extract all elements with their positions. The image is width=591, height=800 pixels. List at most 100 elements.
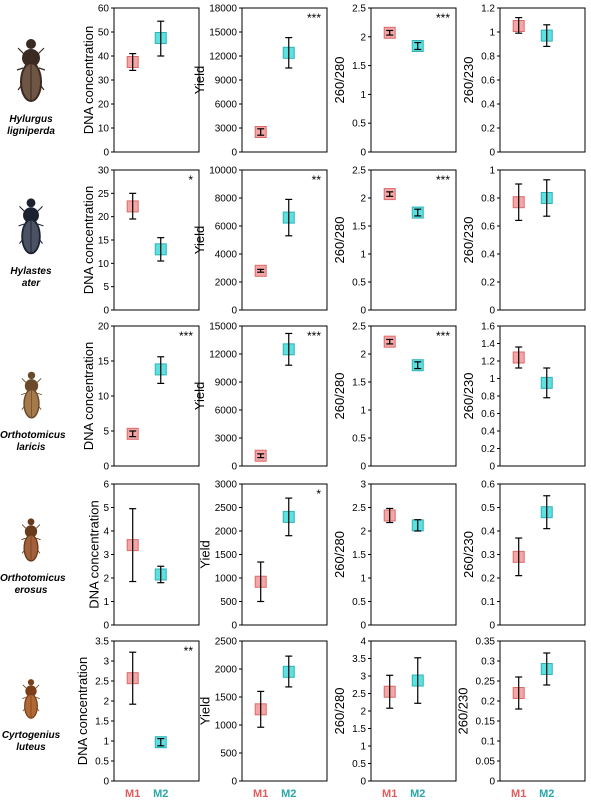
y-tick-label: 0.25 <box>476 677 496 688</box>
y-tick-label: 1.5 <box>352 378 366 389</box>
species-epithet: luteus <box>16 742 46 753</box>
beetle-brown-icon <box>20 371 42 419</box>
significance-marker: *** <box>307 329 321 343</box>
y-tick-label: 4000 <box>215 250 238 261</box>
y-axis-label: 260/230 <box>461 373 476 420</box>
y-tick-label: 30 <box>98 76 110 87</box>
plot-frame <box>241 483 328 626</box>
y-tick-label: 2000 <box>215 278 238 289</box>
y-tick-label: 6000 <box>215 100 238 111</box>
panel-r3-c3: 0 0.1 0.2 0.3 0.4 0.5 0.6 260/230 <box>461 480 586 632</box>
y-tick-label: 0.4 <box>481 250 495 261</box>
y-tick-label: 1.4 <box>481 339 495 350</box>
y-tick-label: 3000 <box>215 124 238 135</box>
plot-frame <box>113 640 200 782</box>
y-tick-label: 15 <box>98 357 110 368</box>
y-tick-label: 1.2 <box>481 357 495 368</box>
y-tick-label: 1000 <box>215 721 238 732</box>
y-tick-label: 2 <box>360 350 366 361</box>
y-tick-label: 9000 <box>215 76 238 87</box>
y-tick-label: 20 <box>98 100 110 111</box>
plot-frame <box>241 640 328 782</box>
y-tick-label: 5 <box>103 427 109 438</box>
plot-frame <box>113 325 200 467</box>
y-tick-label: 0.4 <box>481 427 495 438</box>
y-tick-label: 10 <box>98 392 110 403</box>
plot-frame <box>241 169 328 311</box>
y-tick-label: 10000 <box>209 166 237 177</box>
y-tick-label: 40 <box>98 52 110 63</box>
significance-marker: *** <box>436 173 450 187</box>
panel-r1-c2: 0 0.5 1 1.5 2 2.5 260/280 *** <box>332 166 457 317</box>
y-tick-label: 50 <box>98 28 110 39</box>
y-tick-label: 3000 <box>215 434 238 445</box>
y-tick-label: 0.2 <box>481 697 495 708</box>
y-tick-label: 1.5 <box>352 61 366 72</box>
y-tick-label: 0.6 <box>481 409 495 420</box>
y-tick-label: 0.5 <box>352 434 366 445</box>
y-tick-label: 1.6 <box>481 322 495 333</box>
y-tick-label: 0.5 <box>352 597 366 608</box>
y-tick-label: 4 <box>360 637 366 648</box>
y-tick-label: 0 <box>103 621 109 632</box>
y-tick-label: 0 <box>360 777 366 788</box>
x-category-label-m1: M1 <box>382 788 397 800</box>
y-tick-label: 2.5 <box>352 4 366 15</box>
y-tick-label: 0 <box>360 621 366 632</box>
y-tick-label: 6000 <box>215 406 238 417</box>
y-tick-label: 4 <box>103 527 109 538</box>
y-tick-label: 0 <box>489 462 495 473</box>
plot-frame <box>113 483 200 626</box>
y-tick-label: 0.1 <box>481 597 495 608</box>
y-tick-label: 1 <box>489 166 495 177</box>
species-label: Orthotomicus erosus <box>0 515 66 597</box>
y-axis-label: Yield <box>192 382 207 410</box>
y-axis-label: 260/280 <box>332 57 347 104</box>
y-tick-label: 2500 <box>215 503 238 514</box>
x-category-label-m2: M2 <box>281 788 296 800</box>
y-axis-label: 260/280 <box>332 688 347 735</box>
y-tick-label: 20 <box>98 322 110 333</box>
y-axis-label: 260/230 <box>456 688 471 735</box>
panel-r3-c2: 0 0.5 1 1.5 2 2.5 3 260/280 <box>332 480 457 632</box>
y-tick-label: 3.5 <box>95 637 109 648</box>
y-tick-label: 0 <box>489 621 495 632</box>
y-axis-label: Yield <box>192 66 207 94</box>
species-genus: Orthotomicus <box>0 573 66 584</box>
x-category-label-m1: M1 <box>125 788 140 800</box>
y-tick-label: 2.5 <box>352 166 366 177</box>
y-axis-label: 260/230 <box>461 531 476 578</box>
x-category-label-m2: M2 <box>153 788 168 800</box>
y-tick-label: 9000 <box>215 378 238 389</box>
panel-r4-c0: 0 0.5 1 1.5 2 2.5 3 3.5 DNA concentration ** <box>75 637 200 788</box>
plot-frame <box>113 7 200 153</box>
y-tick-label: 3000 <box>215 480 238 491</box>
panel-r2-c1: 0 3000 6000 9000 12000 15000 Yield *** <box>192 322 328 473</box>
y-tick-label: 1 <box>360 250 366 261</box>
panel-r0-c2: 0 0.5 1 1.5 2 2.5 260/280 *** <box>332 4 457 159</box>
y-axis-label: 260/230 <box>461 57 476 104</box>
species-epithet: erosus <box>14 585 48 596</box>
y-tick-label: 3 <box>360 480 366 491</box>
y-tick-label: 0.05 <box>476 757 496 768</box>
y-tick-label: 60 <box>98 4 110 15</box>
y-tick-label: 15000 <box>209 28 237 39</box>
species-genus: Hylastes <box>10 266 52 277</box>
x-category-label-m1: M1 <box>511 788 526 800</box>
beetle-dark-icon <box>16 39 46 102</box>
significance-marker: * <box>188 173 193 187</box>
y-tick-label: 0 <box>103 777 109 788</box>
panel-r2-c2: 0 0.5 1 1.5 2 2.5 260/280 *** <box>332 322 457 473</box>
plot-frame <box>370 7 457 153</box>
y-tick-label: 1.5 <box>352 222 366 233</box>
y-tick-label: 3 <box>360 672 366 683</box>
species-epithet: ater <box>21 278 41 289</box>
y-tick-label: 1500 <box>215 550 238 561</box>
y-tick-label: 2 <box>360 32 366 43</box>
y-tick-label: 0.8 <box>481 392 495 403</box>
y-tick-label: 20 <box>98 212 110 223</box>
y-axis-label: DNA concentration <box>81 342 96 450</box>
